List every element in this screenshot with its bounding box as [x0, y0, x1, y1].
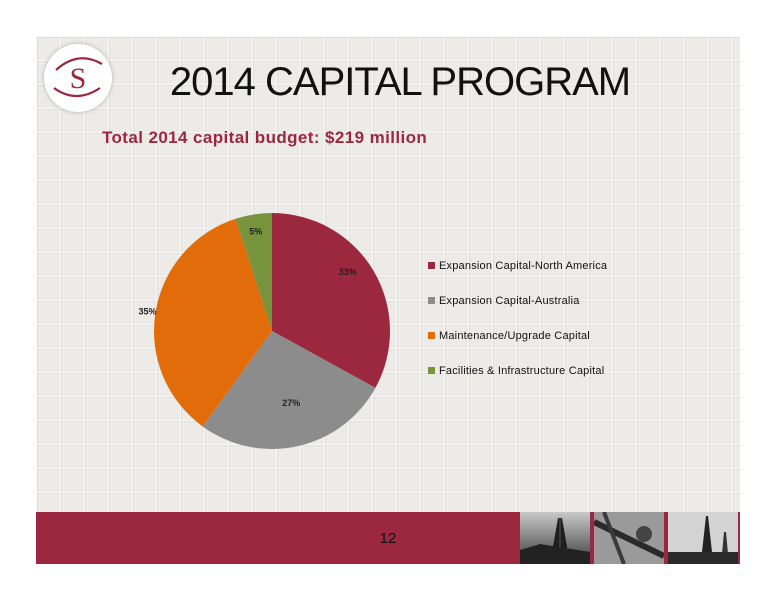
- legend-swatch-facilities-infrastructure-capital: [428, 367, 435, 374]
- slide: S 2014 CAPITAL PROGRAM Total 2014 capita…: [36, 36, 740, 564]
- machinery-icon: [594, 512, 664, 564]
- company-logo: S: [44, 44, 112, 112]
- footer-photo-machinery: [594, 512, 664, 564]
- footer-photo-oilfield: [668, 512, 738, 564]
- footer-photo-drilling-rig: [520, 512, 590, 564]
- data-label-maintenance-upgrade-capital: 35%: [139, 306, 157, 316]
- chart-legend: Expansion Capital-North America Expansion…: [428, 260, 608, 377]
- legend-item-facilities-infrastructure-capital: Facilities & Infrastructure Capital: [439, 365, 604, 377]
- data-label-facilities-infrastructure-capital: 5%: [249, 226, 262, 236]
- data-label-expansion-capital-north-america: 33%: [339, 267, 357, 277]
- legend-item-maintenance-upgrade-capital: Maintenance/Upgrade Capital: [439, 330, 590, 342]
- pie-slice-facilities-infrastructure-capital: [235, 213, 272, 331]
- pie-slice-maintenance-upgrade-capital: [153, 218, 272, 427]
- slide-title: 2014 CAPITAL PROGRAM: [169, 60, 631, 104]
- legend-swatch-expansion-capital-north-america: [428, 262, 435, 269]
- pie-slices: [153, 213, 390, 449]
- data-label-expansion-capital-australia: 27%: [282, 398, 300, 408]
- page-number: 12: [379, 530, 397, 547]
- legend-item-expansion-capital-north-america: Expansion Capital-North America: [439, 260, 608, 272]
- pie-data-labels: 33% 27% 35% 5%: [139, 226, 357, 408]
- pie-slice-expansion-capital-australia: [202, 331, 376, 449]
- legend-swatch-expansion-capital-australia: [428, 297, 435, 304]
- legend-swatch-maintenance-upgrade-capital: [428, 332, 435, 339]
- pie-slice-expansion-capital-north-america: [272, 213, 390, 388]
- footer-bar: 12: [36, 512, 740, 564]
- slide-subtitle: Total 2014 capital budget: $219 million: [102, 128, 428, 147]
- logo-emblem: S: [53, 57, 103, 98]
- derrick-icon: [668, 512, 738, 564]
- logo-letter: S: [70, 62, 87, 95]
- pie-chart: 33% 27% 35% 5% Expansion Capital-North Amer…: [139, 213, 608, 449]
- rig-icon: [520, 518, 590, 564]
- legend-item-expansion-capital-australia: Expansion Capital-Australia: [439, 295, 580, 307]
